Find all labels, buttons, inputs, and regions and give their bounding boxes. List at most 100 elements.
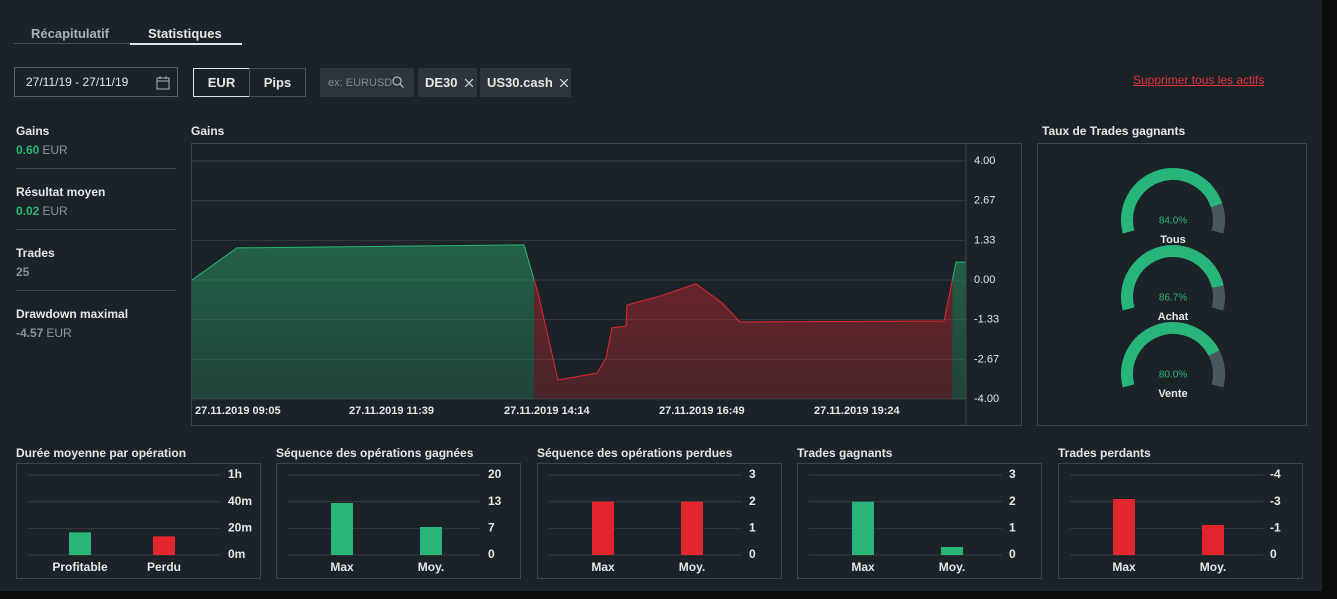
tab[interactable]: Récapitulatif xyxy=(31,26,110,41)
y-tick-label: 2 xyxy=(749,494,756,508)
stat-label: Trades xyxy=(16,246,55,260)
separator xyxy=(16,229,176,230)
search-placeholder: ex: EURUSD xyxy=(328,77,393,89)
search-box[interactable]: ex: EURUSD xyxy=(320,68,414,97)
y-tick-label: 1 xyxy=(1009,521,1016,535)
y-tick-label: 4.00 xyxy=(974,155,995,167)
y-tick-label: 2 xyxy=(1009,494,1016,508)
line xyxy=(534,277,953,381)
stat-number: 0.02 xyxy=(16,204,40,218)
x-tick-label: Max xyxy=(851,560,875,574)
bar xyxy=(852,501,874,555)
gauge-label: 86.7% xyxy=(1159,293,1187,304)
area-fill xyxy=(534,279,953,399)
gauge-chart: 84.0% Tous 86.7% Achat 80.0% Vente xyxy=(1121,168,1225,400)
x-tick-label: Max xyxy=(591,560,615,574)
x-tick-label: 27.11.2019 16:49 xyxy=(659,405,745,417)
unit-button[interactable]: Pips xyxy=(249,68,306,97)
tab-underline xyxy=(130,43,242,45)
bar xyxy=(681,501,703,555)
chart-frame xyxy=(1058,463,1303,579)
chart-title: Gains xyxy=(191,124,225,138)
x-tick-label: Profitable xyxy=(52,560,108,574)
chart-title: Trades gagnants xyxy=(797,446,893,460)
bar-chart: 0 1 2 3 Max Moy. xyxy=(549,467,756,574)
y-tick-label: 20 xyxy=(488,467,502,481)
chart-frame xyxy=(191,143,1022,426)
gauge-name: Tous xyxy=(1160,234,1185,246)
x-tick-label: 27.11.2019 11:39 xyxy=(349,405,434,417)
y-tick-label: 7 xyxy=(488,520,495,534)
y-tick-label: 2.67 xyxy=(974,194,995,206)
y-tick-label: 13 xyxy=(488,494,502,508)
chart-frame xyxy=(537,463,782,579)
x-tick-label: 27.11.2019 19:24 xyxy=(814,405,901,417)
x-tick-label: Moy. xyxy=(418,560,444,574)
y-tick-label: 0.00 xyxy=(974,274,995,286)
asset-chip[interactable]: DE30 xyxy=(418,68,477,97)
gauge-track xyxy=(1210,203,1225,234)
unit-button[interactable]: EUR xyxy=(193,68,250,97)
chart-frame xyxy=(276,463,521,579)
stat-label: Gains xyxy=(16,124,50,138)
area-fill xyxy=(192,244,535,399)
stat-value: 25 xyxy=(16,265,29,279)
stat-label: Drawdown maximal xyxy=(16,307,129,321)
chart-frame xyxy=(797,463,1042,579)
date-range: 27/11/19 - 27/11/19 xyxy=(26,75,129,89)
stat-unit: EUR xyxy=(42,143,68,157)
chart-title: Séquence des opérations gagnées xyxy=(276,446,474,460)
stat-value: 0.02 EUR xyxy=(16,204,68,218)
remove-icon[interactable] xyxy=(559,78,568,87)
x-tick-label: Max xyxy=(1112,560,1136,574)
stat-number: 0.60 xyxy=(16,143,40,157)
y-tick-label: 0 xyxy=(1009,547,1016,561)
chart-title: Séquence des opérations perdues xyxy=(537,446,733,460)
chart-title: Trades perdants xyxy=(1058,446,1151,460)
remove-icon[interactable] xyxy=(464,78,473,87)
gauge-label: 80.0% xyxy=(1159,370,1187,381)
asset-chip[interactable]: US30.cash xyxy=(480,68,571,97)
stat-unit: EUR xyxy=(42,204,68,218)
stat-number: 25 xyxy=(16,265,30,279)
y-tick-label: -4 xyxy=(1270,467,1281,481)
chart-frame xyxy=(16,463,261,579)
asset-name: US30.cash xyxy=(487,75,553,90)
y-tick-label: 0m xyxy=(228,547,245,561)
y-tick-label: 0 xyxy=(488,547,495,561)
y-tick-label: -4.00 xyxy=(974,393,999,405)
y-tick-label: 3 xyxy=(1009,467,1016,481)
x-tick-label: 27.11.2019 09:05 xyxy=(195,405,281,417)
y-tick-label: 1h xyxy=(228,467,242,481)
y-tick-label: 20m xyxy=(228,521,252,535)
bar-chart: 0 1 2 3 Max Moy. xyxy=(809,467,1016,574)
gauge-track xyxy=(1211,285,1225,311)
clear-link[interactable]: Supprimer tous les actifs xyxy=(1133,73,1265,87)
gauge-name: Achat xyxy=(1158,311,1189,323)
stat-value: -4.57 EUR xyxy=(16,326,72,340)
search-icon xyxy=(392,76,404,88)
y-tick-label: -2.67 xyxy=(974,353,999,365)
separator xyxy=(16,290,176,291)
x-tick-label: 27.11.2019 14:14 xyxy=(504,405,591,417)
date-picker[interactable]: 27/11/19 - 27/11/19 xyxy=(14,67,178,97)
y-tick-label: 0 xyxy=(1270,547,1277,561)
bar xyxy=(592,501,614,555)
gains-chart: 4.00 2.67 1.33 0.00 -1.33 -2.67 -4.00 27.11.201… xyxy=(192,143,999,426)
tab[interactable]: Statistiques xyxy=(148,26,222,41)
bar-chart: 0 7 13 20 Max Moy. xyxy=(288,467,502,574)
y-tick-label: 1 xyxy=(749,521,756,535)
calendar-icon xyxy=(156,76,170,90)
bar xyxy=(1202,525,1224,555)
y-tick-label: -1.33 xyxy=(974,313,999,325)
bar xyxy=(420,527,442,555)
x-tick-label: Max xyxy=(330,560,354,574)
x-tick-label: Moy. xyxy=(939,560,965,574)
chart-title: Taux de Trades gagnants xyxy=(1042,124,1186,138)
stat-unit: EUR xyxy=(46,326,72,340)
bar xyxy=(941,547,963,555)
gauge-track xyxy=(1208,350,1225,388)
chart-frame xyxy=(1037,143,1307,426)
asset-name: DE30 xyxy=(425,75,458,90)
